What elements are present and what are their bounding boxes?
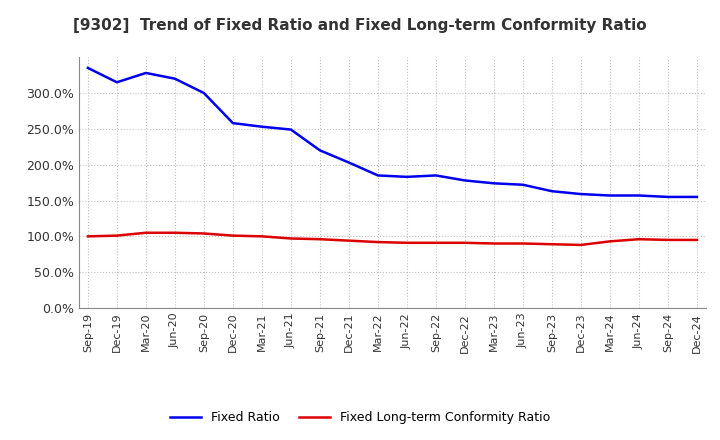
- Fixed Ratio: [345, 160, 354, 165]
- Fixed Long-term Conformity Ratio: [315, 237, 324, 242]
- Fixed Long-term Conformity Ratio: [84, 234, 92, 239]
- Text: [9302]  Trend of Fixed Ratio and Fixed Long-term Conformity Ratio: [9302] Trend of Fixed Ratio and Fixed Lo…: [73, 18, 647, 33]
- Fixed Long-term Conformity Ratio: [693, 237, 701, 242]
- Fixed Long-term Conformity Ratio: [374, 239, 382, 245]
- Fixed Ratio: [664, 194, 672, 200]
- Fixed Ratio: [606, 193, 614, 198]
- Fixed Long-term Conformity Ratio: [664, 237, 672, 242]
- Fixed Long-term Conformity Ratio: [490, 241, 498, 246]
- Fixed Ratio: [315, 148, 324, 153]
- Fixed Ratio: [548, 189, 557, 194]
- Fixed Long-term Conformity Ratio: [228, 233, 237, 238]
- Fixed Ratio: [199, 90, 208, 95]
- Fixed Ratio: [634, 193, 643, 198]
- Fixed Long-term Conformity Ratio: [548, 242, 557, 247]
- Fixed Ratio: [461, 178, 469, 183]
- Fixed Ratio: [258, 124, 266, 129]
- Legend: Fixed Ratio, Fixed Long-term Conformity Ratio: Fixed Ratio, Fixed Long-term Conformity …: [165, 407, 555, 429]
- Fixed Long-term Conformity Ratio: [287, 236, 295, 241]
- Fixed Long-term Conformity Ratio: [402, 240, 411, 246]
- Fixed Long-term Conformity Ratio: [142, 230, 150, 235]
- Fixed Ratio: [693, 194, 701, 200]
- Fixed Long-term Conformity Ratio: [577, 242, 585, 248]
- Fixed Long-term Conformity Ratio: [171, 230, 179, 235]
- Line: Fixed Long-term Conformity Ratio: Fixed Long-term Conformity Ratio: [88, 233, 697, 245]
- Fixed Ratio: [402, 174, 411, 180]
- Fixed Ratio: [228, 121, 237, 126]
- Fixed Ratio: [287, 127, 295, 132]
- Fixed Ratio: [84, 65, 92, 70]
- Fixed Long-term Conformity Ratio: [345, 238, 354, 243]
- Fixed Long-term Conformity Ratio: [634, 237, 643, 242]
- Line: Fixed Ratio: Fixed Ratio: [88, 68, 697, 197]
- Fixed Long-term Conformity Ratio: [258, 234, 266, 239]
- Fixed Ratio: [431, 173, 440, 178]
- Fixed Long-term Conformity Ratio: [199, 231, 208, 236]
- Fixed Long-term Conformity Ratio: [112, 233, 121, 238]
- Fixed Long-term Conformity Ratio: [518, 241, 527, 246]
- Fixed Ratio: [490, 181, 498, 186]
- Fixed Ratio: [112, 80, 121, 85]
- Fixed Ratio: [142, 70, 150, 76]
- Fixed Long-term Conformity Ratio: [461, 240, 469, 246]
- Fixed Long-term Conformity Ratio: [431, 240, 440, 246]
- Fixed Long-term Conformity Ratio: [606, 239, 614, 244]
- Fixed Ratio: [577, 191, 585, 197]
- Fixed Ratio: [171, 76, 179, 81]
- Fixed Ratio: [374, 173, 382, 178]
- Fixed Ratio: [518, 182, 527, 187]
